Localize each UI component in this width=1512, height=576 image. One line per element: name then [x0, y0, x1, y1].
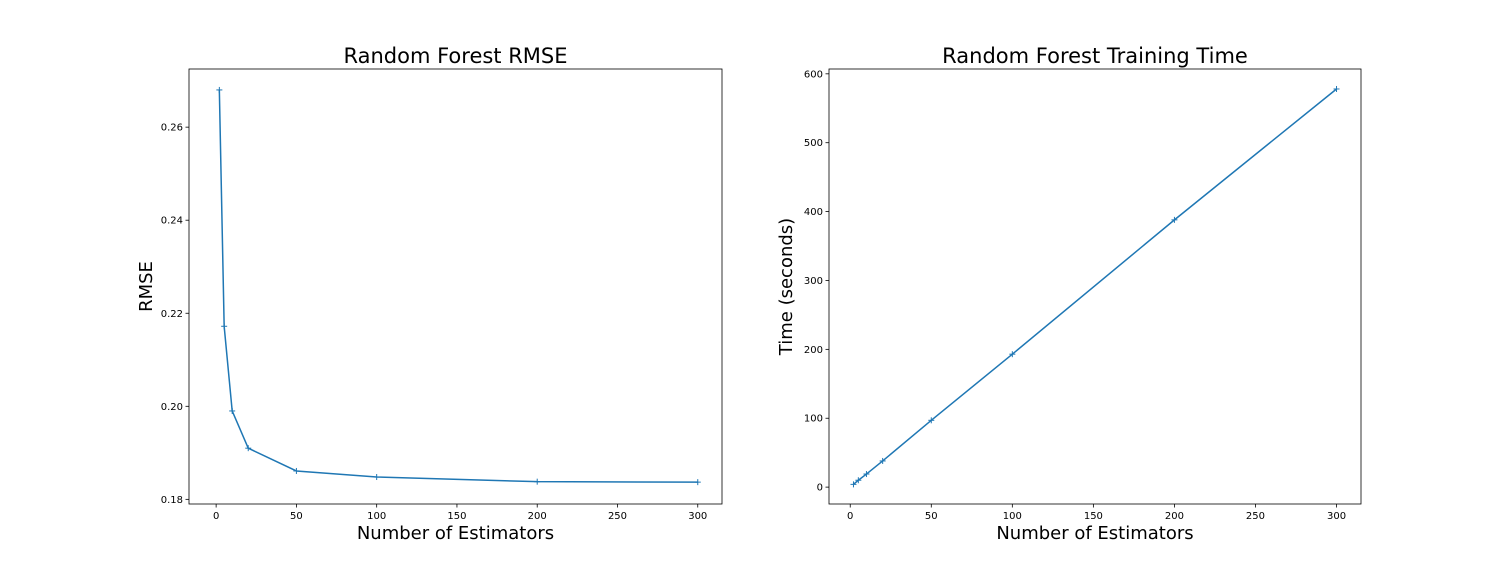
data-point — [534, 478, 541, 485]
y-tick: 0.18 — [161, 495, 189, 506]
x-tick: 50 — [925, 504, 938, 522]
data-point — [1333, 85, 1340, 92]
x-tick: 250 — [1246, 504, 1265, 522]
data-point — [373, 474, 380, 481]
y-tick: 400 — [804, 207, 829, 218]
y-tick-label: 0.22 — [161, 309, 183, 320]
data-point — [1009, 351, 1016, 358]
y-tick: 300 — [804, 276, 829, 287]
x-tick: 250 — [608, 504, 627, 522]
x-tick-label: 250 — [1246, 511, 1265, 522]
y-tick-label: 400 — [804, 207, 823, 218]
x-axis-ticks: 0 50 100 150 200 250 300 — [847, 504, 1346, 522]
y-tick: 0 — [817, 483, 829, 494]
x-tick: 100 — [367, 504, 386, 522]
x-axis-ticks: 0 50 100 150 200 250 300 — [213, 504, 707, 522]
y-axis-ticks: 0 100 200 300 400 500 600 — [804, 69, 829, 494]
y-tick: 0.22 — [161, 309, 189, 320]
x-tick: 300 — [688, 504, 707, 522]
x-tick-label: 150 — [447, 511, 466, 522]
x-tick: 200 — [1165, 504, 1184, 522]
x-tick: 150 — [447, 504, 466, 522]
x-tick-label: 0 — [847, 511, 853, 522]
x-tick-label: 100 — [367, 511, 386, 522]
series-line — [218, 89, 698, 483]
y-tick: 500 — [804, 138, 829, 149]
x-tick-label: 50 — [925, 511, 938, 522]
x-tick-label: 250 — [608, 511, 627, 522]
x-tick-label: 100 — [1003, 511, 1022, 522]
x-tick: 100 — [1003, 504, 1022, 522]
x-tick: 0 — [847, 504, 853, 522]
plot-frame — [188, 68, 723, 505]
x-tick-label: 150 — [1084, 511, 1103, 522]
data-point — [855, 477, 862, 484]
series-line — [852, 88, 1337, 485]
x-tick: 150 — [1084, 504, 1103, 522]
x-tick-label: 0 — [213, 511, 219, 522]
x-tick-label: 300 — [1327, 511, 1346, 522]
data-point — [293, 467, 300, 474]
y-tick-label: 100 — [804, 414, 823, 425]
training-time-chart: Random Forest Training Time 0 50 100 150 200… — [776, 44, 1362, 544]
y-tick: 0.24 — [161, 216, 189, 227]
rmse-chart: Random Forest RMSE 0 50 100 150 200 250 300 0.… — [136, 44, 723, 544]
y-axis-ticks: 0.18 0.20 0.22 0.24 0.26 — [161, 123, 189, 506]
data-point — [221, 323, 228, 330]
y-tick-label: 500 — [804, 138, 823, 149]
data-point — [863, 471, 870, 478]
y-tick: 100 — [804, 414, 829, 425]
y-tick-label: 200 — [804, 345, 823, 356]
series-markers — [216, 86, 701, 486]
data-point — [850, 481, 857, 488]
data-point — [694, 479, 701, 486]
y-axis-label: RMSE — [136, 261, 157, 312]
x-axis-label: Number of Estimators — [996, 523, 1193, 544]
data-point — [216, 86, 223, 93]
x-axis-label: Number of Estimators — [357, 523, 554, 544]
y-tick-label: 300 — [804, 276, 823, 287]
x-tick-label: 200 — [1165, 511, 1184, 522]
chart-title: Random Forest RMSE — [343, 44, 567, 68]
y-tick-label: 0.26 — [161, 123, 183, 134]
x-tick-label: 200 — [528, 511, 547, 522]
y-tick-label: 600 — [804, 69, 823, 80]
y-tick-label: 0.18 — [161, 495, 183, 506]
y-tick: 600 — [804, 69, 829, 80]
series-markers — [850, 85, 1340, 488]
x-tick-label: 300 — [688, 511, 707, 522]
x-tick: 300 — [1327, 504, 1346, 522]
data-point — [1171, 216, 1178, 223]
data-point — [245, 445, 252, 452]
x-tick: 0 — [213, 504, 219, 522]
y-tick: 200 — [804, 345, 829, 356]
y-tick-label: 0.24 — [161, 216, 183, 227]
y-axis-label: Time (seconds) — [776, 218, 797, 356]
x-tick: 200 — [528, 504, 547, 522]
x-tick-label: 50 — [290, 511, 303, 522]
y-tick: 0.20 — [161, 402, 189, 413]
data-point — [229, 407, 236, 414]
plot-frame — [828, 68, 1362, 505]
chart-title: Random Forest Training Time — [942, 44, 1248, 68]
data-point — [928, 417, 935, 424]
y-tick-label: 0.20 — [161, 402, 183, 413]
y-tick-label: 0 — [817, 483, 823, 494]
data-point — [879, 457, 886, 464]
x-tick: 50 — [290, 504, 303, 522]
y-tick: 0.26 — [161, 123, 189, 134]
